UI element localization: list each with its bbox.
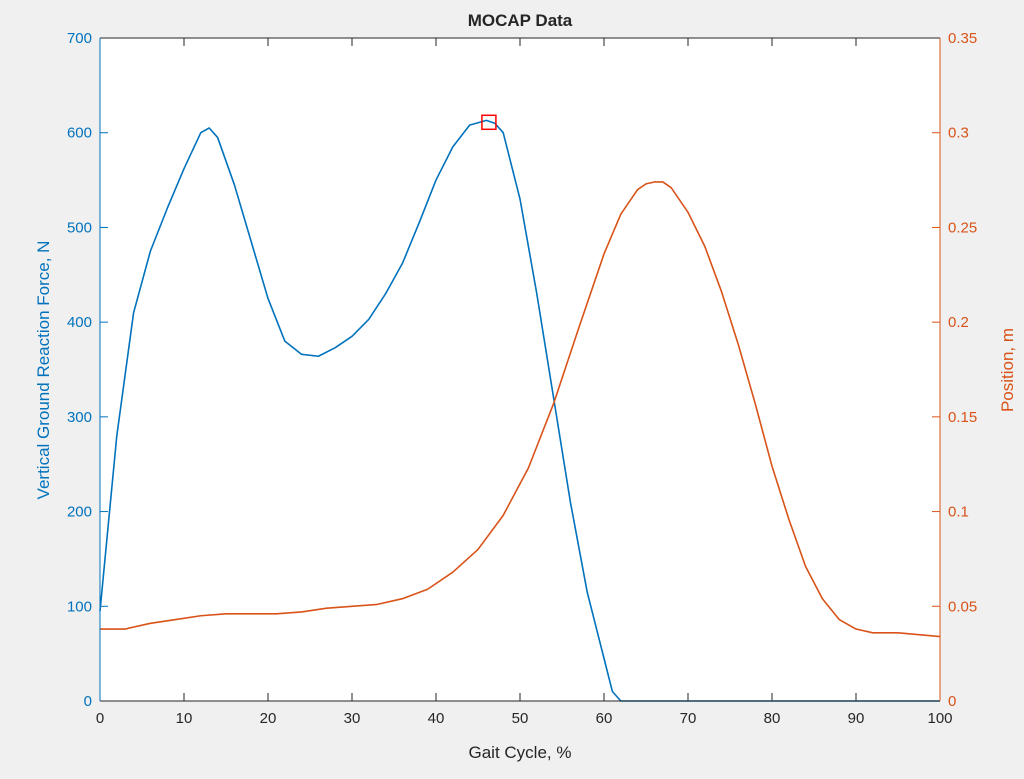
- right-y-tick-label: 0: [948, 693, 956, 710]
- x-tick-label: 80: [764, 710, 781, 727]
- force-series-line: [99, 119, 940, 702]
- left-y-tick-label: 200: [67, 504, 92, 521]
- left-y-tick-label: 400: [67, 314, 92, 331]
- x-axis-label: Gait Cycle, %: [469, 743, 572, 762]
- x-tick-label: 20: [260, 710, 277, 727]
- x-tick-label: 0: [96, 710, 104, 727]
- left-y-tick-label: 0: [84, 693, 92, 710]
- x-tick-label: 70: [680, 710, 697, 727]
- peak-marker: [481, 114, 497, 131]
- x-tick-label: 100: [927, 710, 952, 727]
- right-y-tick-label: 0.1: [948, 504, 969, 521]
- x-tick-label: 40: [428, 710, 445, 727]
- position-series-line: [100, 181, 941, 638]
- right-y-tick-label: 0.2: [948, 314, 969, 331]
- plot-area: [100, 38, 940, 701]
- right-y-tick-label: 0.3: [948, 125, 969, 142]
- x-tick-label: 30: [344, 710, 361, 727]
- x-tick-label: 10: [176, 710, 193, 727]
- chart-title: MOCAP Data: [468, 11, 573, 30]
- left-y-tick-label: 100: [67, 598, 92, 615]
- right-y-tick-label: 0.05: [948, 598, 977, 615]
- left-y-axis-label: Vertical Ground Reaction Force, N: [34, 241, 53, 500]
- left-y-tick-label: 600: [67, 125, 92, 142]
- right-y-tick-label: 0.25: [948, 219, 977, 236]
- right-y-tick-label: 0.15: [948, 409, 977, 426]
- x-tick-label: 60: [596, 710, 613, 727]
- left-y-tick-label: 500: [67, 219, 92, 236]
- x-tick-label: 90: [848, 710, 865, 727]
- left-y-tick-label: 300: [67, 409, 92, 426]
- right-y-axis-label: Position, m: [998, 328, 1017, 412]
- x-tick-label: 50: [512, 710, 529, 727]
- right-y-tick-label: 0.35: [948, 30, 977, 47]
- left-y-tick-label: 700: [67, 30, 92, 47]
